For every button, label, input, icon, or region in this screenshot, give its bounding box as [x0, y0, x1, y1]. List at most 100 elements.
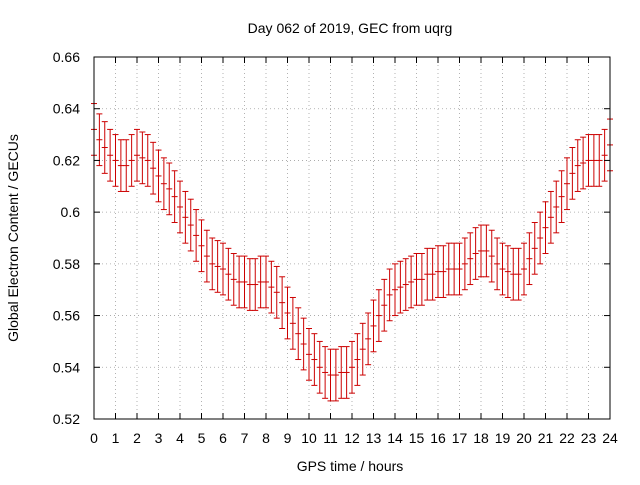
data-point [359, 322, 366, 376]
data-point [537, 211, 544, 265]
data-point [456, 242, 463, 296]
data-point [451, 242, 458, 296]
data-point [381, 278, 388, 332]
data-point [531, 221, 538, 275]
data-point [236, 255, 243, 309]
x-tick-label: 24 [602, 430, 618, 446]
data-point [327, 348, 334, 402]
x-tick-label: 20 [516, 430, 532, 446]
x-tick-label: 16 [430, 430, 446, 446]
data-point [295, 307, 302, 361]
data-point [418, 253, 425, 306]
data-point [177, 180, 183, 234]
y-tick-label: 0.52 [53, 411, 80, 427]
data-point [574, 139, 581, 192]
data-point [365, 312, 372, 366]
x-tick-label: 0 [90, 430, 98, 446]
data-point [289, 296, 296, 350]
data-point [392, 263, 398, 317]
x-tick-label: 7 [241, 430, 249, 446]
data-point [397, 260, 404, 314]
x-tick-label: 18 [473, 430, 489, 446]
data-point [386, 268, 393, 322]
data-point [569, 147, 576, 200]
y-tick-label: 0.54 [53, 359, 80, 375]
data-point [300, 317, 307, 371]
data-point [139, 131, 146, 185]
data-point [306, 328, 312, 381]
x-tick-label: 10 [301, 430, 317, 446]
data-point [461, 237, 468, 291]
x-tick-label: 11 [323, 430, 338, 446]
data-point [155, 149, 162, 203]
data-point [488, 229, 495, 283]
data-point [408, 255, 415, 309]
data-point [343, 346, 350, 399]
x-tick-label: 3 [155, 430, 163, 446]
y-axis-label: Global Electron Content / GECUs [5, 134, 21, 342]
data-point [316, 340, 323, 394]
x-tick-label: 19 [495, 430, 511, 446]
data-point [273, 265, 280, 319]
data-point [252, 258, 259, 311]
data-point [585, 134, 592, 187]
data-point [182, 190, 189, 244]
data-point [354, 333, 361, 386]
data-point [510, 247, 517, 301]
data-point [220, 242, 226, 296]
y-tick-label: 0.64 [53, 101, 80, 117]
data-point [580, 136, 587, 190]
data-point [590, 134, 597, 187]
axes: 0 1 2 3 4 5 6 7 8 9 10 11 12 13 14 15 16 17 18 19 20 21 22 23 24… [53, 49, 618, 446]
data-point [225, 247, 232, 301]
data-point [435, 245, 441, 298]
data-point [123, 139, 130, 192]
data-point [311, 333, 318, 386]
data-point [558, 170, 565, 223]
data-point [160, 157, 167, 211]
y-tick-label: 0.58 [53, 256, 80, 272]
data-point [268, 260, 275, 314]
data-point [322, 346, 329, 399]
data-point [101, 121, 108, 174]
y-tick-label: 0.56 [53, 308, 80, 324]
data-point [230, 253, 237, 306]
data-point [117, 139, 124, 192]
data-point [193, 209, 200, 262]
data-point [504, 245, 511, 298]
error-bars [91, 103, 613, 402]
x-axis-label: GPS time / hours [297, 458, 404, 474]
data-point [112, 134, 119, 187]
data-point [547, 190, 554, 244]
data-point [150, 141, 157, 195]
data-point [257, 255, 264, 309]
data-point [134, 128, 140, 182]
data-point [521, 242, 527, 296]
data-point [128, 134, 135, 187]
data-point [338, 346, 345, 399]
x-tick-label: 17 [452, 430, 468, 446]
data-point [263, 255, 269, 309]
data-point [246, 258, 253, 311]
data-point [332, 348, 339, 402]
data-point [553, 180, 560, 234]
data-point [467, 232, 474, 286]
data-point [402, 258, 409, 311]
data-point [542, 201, 549, 255]
data-point [596, 134, 603, 187]
data-point [515, 247, 522, 301]
y-tick-label: 0.6 [61, 204, 81, 220]
data-point [284, 286, 291, 340]
data-point [96, 113, 103, 167]
x-tick-label: 15 [409, 430, 425, 446]
y-tick-label: 0.66 [53, 49, 80, 65]
data-point [483, 224, 490, 278]
data-point [370, 299, 377, 353]
x-tick-label: 23 [581, 430, 597, 446]
x-tick-label: 8 [262, 430, 270, 446]
data-point [144, 134, 151, 187]
y-tick-label: 0.62 [53, 152, 80, 168]
data-point [424, 247, 431, 301]
chart-title: Day 062 of 2019, GEC from uqrg [248, 20, 453, 36]
